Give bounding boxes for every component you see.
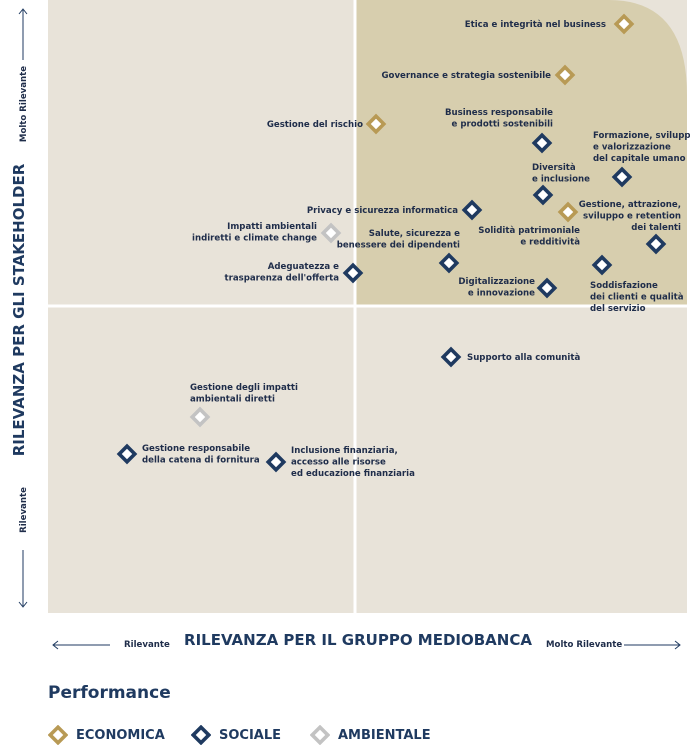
- legend-label-sociale: SOCIALE: [219, 727, 282, 743]
- topic-label: Salute, sicurezza e: [369, 229, 460, 239]
- topic-point: Formazione, sviluppo e valorizzazionedel …: [593, 131, 690, 188]
- topic-point: Gestione degli impatti ambientali diretti: [189, 383, 298, 428]
- arrow-left-icon: [52, 640, 59, 650]
- topic-label: dei clienti e qualità: [590, 293, 684, 303]
- topic-label: Formazione, sviluppo: [593, 131, 690, 141]
- materiality-matrix: Etica e integrità nel business Governance…: [10, 0, 690, 650]
- topic-marker: [536, 277, 558, 299]
- topic-label: e prodotti sostenibili: [452, 120, 554, 130]
- topic-label: Privacy e sicurezza informatica: [307, 206, 458, 216]
- legend-title: Performance: [48, 683, 171, 703]
- topic-label: Gestione, attrazione,: [579, 200, 681, 210]
- topic-label: del capitale umano: [593, 154, 686, 164]
- topic-label: Gestione responsabile: [142, 444, 250, 454]
- topic-label: e valorizzazione: [593, 143, 671, 153]
- topic-label: Business responsabile: [445, 108, 553, 118]
- arrow-up-icon: [18, 8, 28, 15]
- arrow-right-icon: [674, 640, 681, 650]
- quadrant-background: [48, 0, 687, 613]
- legend-label-ambientale: AMBIENTALE: [338, 727, 431, 743]
- topic-label: Solidità patrimoniale: [478, 226, 580, 236]
- topic-label: e inclusione: [532, 175, 590, 185]
- legend-item-sociale: SOCIALE: [191, 725, 281, 745]
- topic-point: Gestione responsabile della catena di for…: [116, 443, 260, 466]
- topic-label: trasparenza dell'offerta: [224, 274, 339, 284]
- topic-marker: [531, 132, 553, 154]
- y-axis-low-label: Rilevante: [19, 487, 29, 533]
- topic-marker: [320, 222, 342, 244]
- topic-point: Business responsabile e prodotti sostenib…: [445, 108, 554, 154]
- topic-label: Diversità: [532, 163, 576, 173]
- topic-label: Impatti ambientali: [227, 222, 317, 232]
- topic-point: Digitalizzazione e innovazione: [458, 277, 558, 299]
- topic-label: ambientali diretti: [190, 395, 275, 405]
- topic-marker: [645, 233, 667, 255]
- topic-point: Adeguatezza e trasparenza dell'offerta: [224, 262, 364, 284]
- topic-point: Solidità patrimoniale e redditività: [478, 201, 580, 248]
- topic-point: Gestione del rischio: [267, 113, 387, 135]
- topic-label: Digitalizzazione: [458, 277, 535, 287]
- topic-point: Impatti ambientali indiretti e climate ch…: [192, 222, 342, 244]
- topic-marker: [342, 262, 364, 284]
- topic-point: Diversità e inclusione: [532, 163, 590, 206]
- topic-marker: [554, 64, 576, 86]
- priority-quadrant: [355, 0, 687, 306]
- arrow-down-icon: [18, 601, 28, 608]
- topic-label: Inclusione finanziaria,: [291, 446, 398, 456]
- topic-label: benessere dei dipendenti: [337, 241, 460, 251]
- topic-label: indiretti e climate change: [192, 234, 317, 244]
- topic-label: dei talenti: [631, 223, 681, 233]
- topic-point: Salute, sicurezza e benessere dei dipende…: [337, 229, 460, 274]
- topic-label: Gestione degli impatti: [190, 383, 298, 393]
- topic-marker: [265, 451, 287, 473]
- y-axis-title: RILEVANZA PER GLI STAKEHOLDER: [10, 163, 28, 456]
- topic-point: Privacy e sicurezza informatica: [307, 199, 483, 221]
- topic-label: Adeguatezza e: [268, 262, 339, 272]
- legend-item-economica: ECONOMICA: [48, 725, 165, 745]
- x-axis-title: RILEVANZA PER IL GRUPPO MEDIOBANCA: [184, 631, 532, 649]
- topic-label: Etica e integrità nel business: [465, 20, 606, 30]
- legend: Performance ECONOMICA SOCIALE AMBIENTALE: [48, 683, 668, 745]
- ambientale-diamond-icon: [310, 725, 330, 745]
- topic-marker: [116, 443, 138, 465]
- topic-marker: [365, 113, 387, 135]
- topic-marker: [591, 254, 613, 276]
- topic-point: Etica e integrità nel business: [465, 13, 635, 35]
- topic-point: Governance e strategia sostenibile: [382, 64, 576, 86]
- x-axis-low-label: Rilevante: [124, 640, 170, 650]
- topic-marker: [557, 201, 579, 223]
- topic-marker: [189, 406, 211, 428]
- topic-marker: [532, 184, 554, 206]
- topic-label: accesso alle risorse: [291, 458, 386, 468]
- topic-marker: [461, 199, 483, 221]
- topic-point: Gestione, attrazione, sviluppo e retentio…: [579, 200, 681, 255]
- topic-label: ed educazione finanziaria: [291, 469, 415, 479]
- legend-items: ECONOMICA SOCIALE AMBIENTALE: [48, 725, 648, 749]
- topic-label: Governance e strategia sostenibile: [382, 71, 552, 81]
- topic-label: Supporto alla comunità: [467, 353, 580, 363]
- topic-label: del servizio: [590, 304, 646, 314]
- topic-label: Soddisfazione: [590, 281, 658, 291]
- topic-marker: [438, 252, 460, 274]
- axes: RILEVANZA PER GLI STAKEHOLDER Molto Rile…: [10, 8, 681, 650]
- topic-marker: [440, 346, 462, 368]
- topic-marker: [611, 166, 633, 188]
- sociale-diamond-icon: [191, 725, 211, 745]
- x-axis-high-label: Molto Rilevante: [546, 640, 622, 650]
- topic-point: Inclusione finanziaria, accesso alle riso…: [265, 446, 415, 479]
- topic-marker: [613, 13, 635, 35]
- topic-points: Etica e integrità nel business Governance…: [116, 13, 690, 479]
- topic-label: e innovazione: [468, 289, 535, 299]
- economica-diamond-icon: [48, 725, 68, 745]
- topic-label: Gestione del rischio: [267, 120, 363, 130]
- y-axis-high-label: Molto Rilevante: [19, 66, 29, 142]
- topic-label: e redditività: [520, 238, 580, 248]
- legend-item-ambientale: AMBIENTALE: [310, 725, 431, 745]
- topic-point: Supporto alla comunità: [440, 346, 580, 368]
- topic-label: sviluppo e retention: [583, 212, 681, 222]
- topic-label: della catena di fornitura: [142, 456, 260, 466]
- legend-label-economica: ECONOMICA: [76, 727, 165, 743]
